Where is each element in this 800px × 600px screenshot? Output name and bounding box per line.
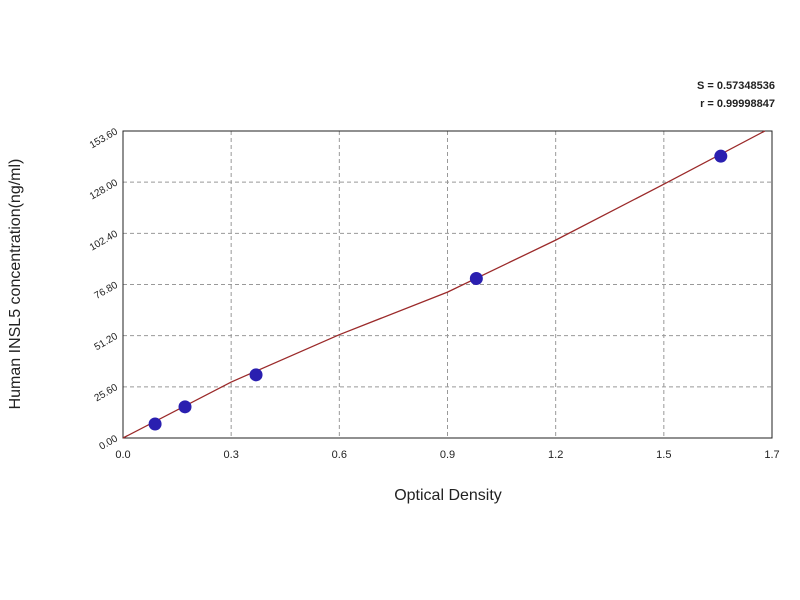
x-tick-label: 1.5 (656, 449, 671, 461)
fit-curve (122, 130, 766, 439)
x-tick-label: 0.6 (332, 449, 347, 461)
data-point (249, 368, 263, 382)
data-point (469, 272, 483, 286)
data-point (148, 417, 162, 431)
data-point (714, 149, 728, 163)
annotation: r = 0.99998847 (700, 98, 775, 110)
x-tick-label: 1.2 (548, 449, 563, 461)
x-axis-label: Optical Density (394, 487, 502, 504)
y-axis-label: Human INSL5 concentration(ng/ml) (7, 159, 24, 410)
data-point (178, 400, 192, 414)
plot-frame (122, 130, 773, 439)
x-tick-label: 1.7 (764, 449, 779, 461)
x-tick-label: 0.3 (224, 449, 239, 461)
annotation: S = 0.57348536 (697, 80, 775, 92)
x-tick-label: 0.0 (115, 449, 130, 461)
x-tick-label: 0.9 (440, 449, 455, 461)
